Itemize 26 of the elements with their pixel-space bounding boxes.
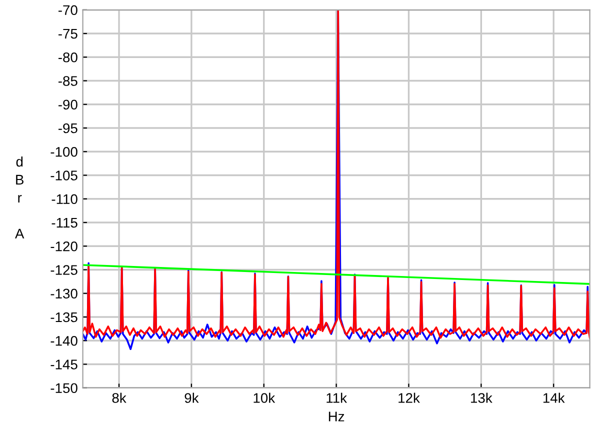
y-tick-label: -125 (50, 265, 78, 275)
y-tick-label: -100 (50, 146, 78, 157)
y-tick-label: -75 (58, 28, 78, 39)
x-tick-label: 9k (184, 392, 199, 403)
y-tick-label: -105 (50, 170, 78, 180)
x-tick-label: 8k (112, 392, 126, 403)
y-tick-label: -85 (58, 76, 78, 86)
y-tick-label: -130 (50, 288, 78, 299)
y-tick-label: -140 (50, 336, 78, 346)
x-tick-label: 11k (326, 392, 348, 403)
x-axis-title: Hz (328, 412, 344, 422)
x-tick-label: 10k (254, 392, 276, 403)
x-tick-label: 13k (471, 392, 492, 403)
y-tick-label: -120 (50, 241, 78, 252)
y-tick-label: -145 (50, 360, 78, 370)
y-tick-label: -70 (58, 5, 78, 16)
y-tick-label: -135 (50, 312, 78, 322)
y-tick-label: -110 (52, 194, 78, 204)
y-tick-label: -80 (58, 52, 78, 62)
x-tick-label: 12k (398, 392, 420, 403)
y-tick-label: -95 (58, 123, 78, 134)
y-tick-label: -150 (50, 383, 78, 394)
y-tick-label: -90 (58, 100, 78, 110)
x-tick-label: 14k (543, 392, 565, 403)
y-tick-label: -115 (52, 218, 78, 228)
text: dBr A (14, 156, 24, 238)
